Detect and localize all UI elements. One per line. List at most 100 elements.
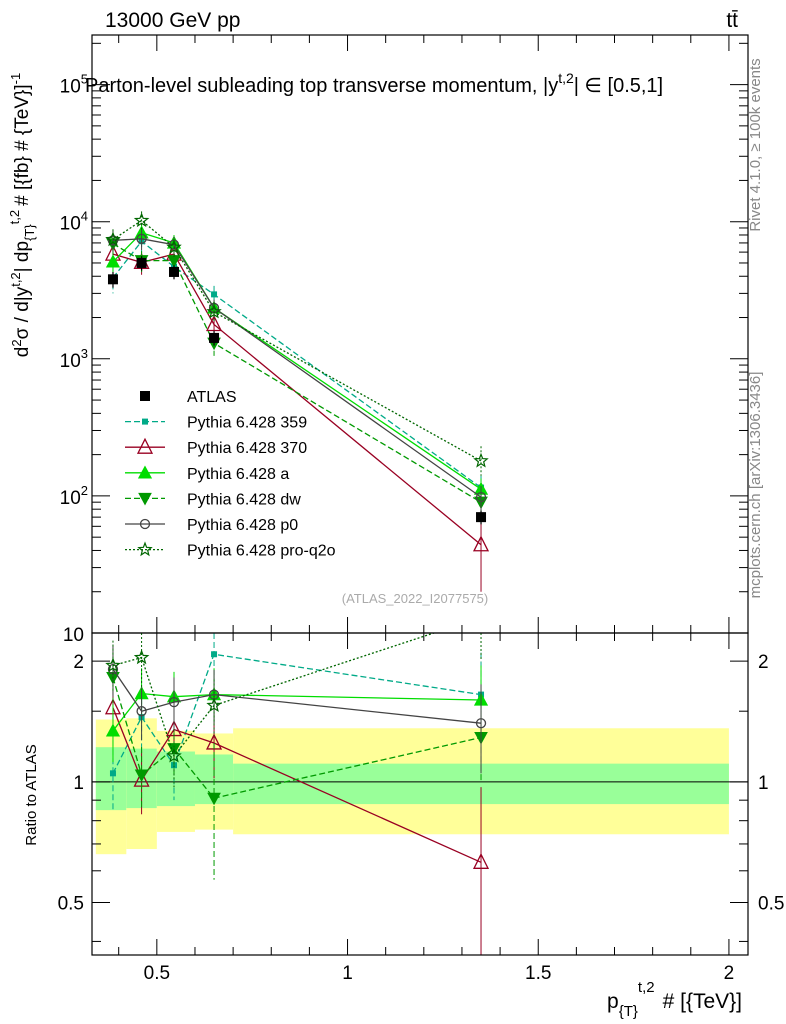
legend-entry-atlas: ATLAS bbox=[140, 389, 237, 406]
ratio-line-pdw bbox=[112, 677, 482, 799]
legend-marker-p359 bbox=[142, 418, 148, 425]
legend-entry-pa: Pythia 6.428 a bbox=[125, 465, 289, 483]
ratio-y-tick-label: 1 bbox=[73, 773, 84, 794]
legend-entry-p370: Pythia 6.428 370 bbox=[125, 437, 307, 457]
main-y-axis-label: d2σ / d|yt,2| dp{T}t,2# [{fb} # {TeV}]-1 bbox=[7, 73, 37, 357]
ratio-point-p359 bbox=[109, 770, 116, 777]
ratio-point-pq2o bbox=[133, 649, 150, 665]
ratio-point-pp0 bbox=[475, 718, 487, 729]
ratio-point-pq2o bbox=[105, 657, 121, 673]
series-pq2o bbox=[105, 211, 489, 476]
title-text: Parton-level subleading top transverse m… bbox=[85, 75, 558, 97]
xlabel-sup-t2: t,2 bbox=[638, 979, 655, 996]
ratio-series bbox=[104, 633, 490, 955]
legend-label-pa: Pythia 6.428 a bbox=[187, 466, 289, 483]
x-tick-label: 2 bbox=[724, 963, 735, 984]
ylabel-sup-t2: t,2 bbox=[8, 272, 23, 286]
ratio-y-axis-label: Ratio to ATLAS bbox=[23, 744, 40, 845]
main-y-tick-label: 102 bbox=[60, 483, 88, 509]
x-tick-label: 0.5 bbox=[144, 963, 170, 984]
main-y-tick-label: 104 bbox=[60, 209, 88, 235]
xlabel-sub-T: {T} bbox=[619, 1003, 638, 1020]
ratio-y-tick-label-right: 1 bbox=[758, 773, 769, 794]
ylabel-sup-t2b: t,2 bbox=[7, 210, 22, 224]
ylabel-sub-T: {T} bbox=[22, 224, 37, 241]
main-series bbox=[104, 211, 490, 592]
legend-label-p370: Pythia 6.428 370 bbox=[187, 440, 307, 457]
ratio-y-tick-label: 2 bbox=[73, 652, 84, 673]
svg-text:Parton-level subleading top tr: Parton-level subleading top transverse m… bbox=[85, 70, 663, 97]
data-point-p370 bbox=[205, 315, 223, 332]
legend-marker-pdw bbox=[138, 492, 152, 506]
svg-text:p{T}t,2# [{TeV}]: p{T}t,2 # [{TeV}] bbox=[607, 979, 742, 1020]
data-point-atlas bbox=[476, 512, 487, 523]
main-y-tick-label: 105 bbox=[60, 72, 88, 98]
legend-marker-pa bbox=[137, 465, 153, 479]
ratio-point-pp0 bbox=[136, 706, 147, 717]
legend-marker-pp0 bbox=[139, 518, 151, 530]
series-pp0 bbox=[107, 229, 487, 511]
data-point-pq2o bbox=[473, 452, 489, 468]
ratio-point-pdw bbox=[134, 769, 149, 783]
xlabel-tail: # [{TeV}] bbox=[663, 990, 742, 1013]
ratio-y-tick-label-right: 2 bbox=[758, 652, 769, 673]
ylabel-sup-minus1: -1 bbox=[8, 73, 23, 85]
legend-marker-atlas bbox=[140, 391, 150, 401]
ratio-point-p359 bbox=[171, 762, 177, 769]
x-axis-label: p{T}t,2 # [{TeV}] bbox=[607, 979, 742, 1020]
ratio-frame bbox=[91, 632, 749, 956]
ratio-line-pa bbox=[112, 692, 482, 732]
series-line-p359 bbox=[112, 240, 482, 489]
ylabel-tail: # [{fb} # {TeV}] bbox=[12, 84, 33, 206]
series-line-pdw bbox=[112, 243, 482, 503]
legend-entry-pdw: Pythia 6.428 dw bbox=[125, 491, 301, 508]
ratio-point-pp0 bbox=[168, 696, 180, 708]
main-y-tick-label: 10 bbox=[63, 625, 84, 646]
ratio-point-pq2o bbox=[166, 747, 182, 763]
ylabel-d: d bbox=[12, 347, 33, 358]
process-label: tt̄ bbox=[726, 9, 738, 32]
band-inner bbox=[95, 747, 127, 811]
legend-entry-pp0: Pythia 6.428 p0 bbox=[125, 517, 298, 534]
data-point-atlas bbox=[169, 266, 179, 277]
legend-marker-pq2o bbox=[137, 541, 153, 557]
rivet-label: Rivet 4.1.0, ≥ 100k events bbox=[747, 58, 764, 231]
data-point-atlas bbox=[107, 274, 118, 285]
watermark: (ATLAS_2022_I2077575) bbox=[342, 591, 488, 606]
legend-label-pq2o: Pythia 6.428 pro-q2o bbox=[187, 543, 336, 560]
legend-label-pp0: Pythia 6.428 p0 bbox=[187, 517, 298, 534]
title-tail: | ∈ [0.5,1] bbox=[574, 75, 663, 97]
x-tick-label: 1 bbox=[342, 963, 353, 984]
xlabel-p: p bbox=[607, 990, 619, 1013]
ylabel-sigma: σ / d|y bbox=[12, 286, 33, 339]
series-line-pp0 bbox=[112, 238, 482, 498]
data-point-atlas bbox=[136, 257, 147, 268]
x-tick-label: 1.5 bbox=[525, 963, 551, 984]
ratio-plot: 0.5 0.5 1 1 2 2 0.5 1 1.5 2 bbox=[58, 632, 784, 984]
data-point-p370 bbox=[472, 535, 490, 552]
ratio-point-p370 bbox=[472, 852, 490, 869]
ratio-ticks: 0.5 0.5 1 1 2 2 0.5 1 1.5 2 bbox=[58, 633, 784, 984]
energy-label: 13000 GeV pp bbox=[105, 9, 240, 32]
legend-label-p359: Pythia 6.428 359 bbox=[187, 415, 307, 432]
main-title: Parton-level subleading top transverse m… bbox=[85, 70, 663, 97]
data-point-pq2o bbox=[133, 212, 150, 228]
ratio-point-pdw bbox=[207, 792, 221, 806]
legend-entry-pq2o: Pythia 6.428 pro-q2o bbox=[125, 541, 336, 560]
legend-marker-p370 bbox=[136, 437, 154, 454]
main-y-tick-label: 103 bbox=[60, 346, 88, 372]
data-point-p359 bbox=[211, 291, 218, 298]
ylabel-mid: | dp bbox=[12, 241, 33, 272]
mcplots-label: mcplots.cern.ch [arXiv:1306.3436] bbox=[747, 372, 764, 599]
ratio-y-tick-label: 0.5 bbox=[58, 894, 84, 915]
ratio-y-tick-label-right: 0.5 bbox=[758, 894, 784, 915]
ratio-point-pq2o bbox=[206, 697, 222, 713]
title-sup: t,2 bbox=[558, 70, 574, 86]
svg-text:d2σ / d|yt,2| dp{T}t,2# [{fb}: d2σ / d|yt,2| dp{T}t,2# [{fb} # {TeV}]-1 bbox=[7, 73, 37, 357]
ratio-series-pq2o bbox=[105, 633, 482, 788]
data-point-atlas bbox=[209, 332, 220, 343]
main-plot: 10 102 103 104 105 (ATLAS_2022_I2077575) Par… bbox=[60, 34, 749, 646]
ratio-uncertainty-band bbox=[95, 718, 729, 855]
data-point-pq2o bbox=[105, 231, 121, 247]
